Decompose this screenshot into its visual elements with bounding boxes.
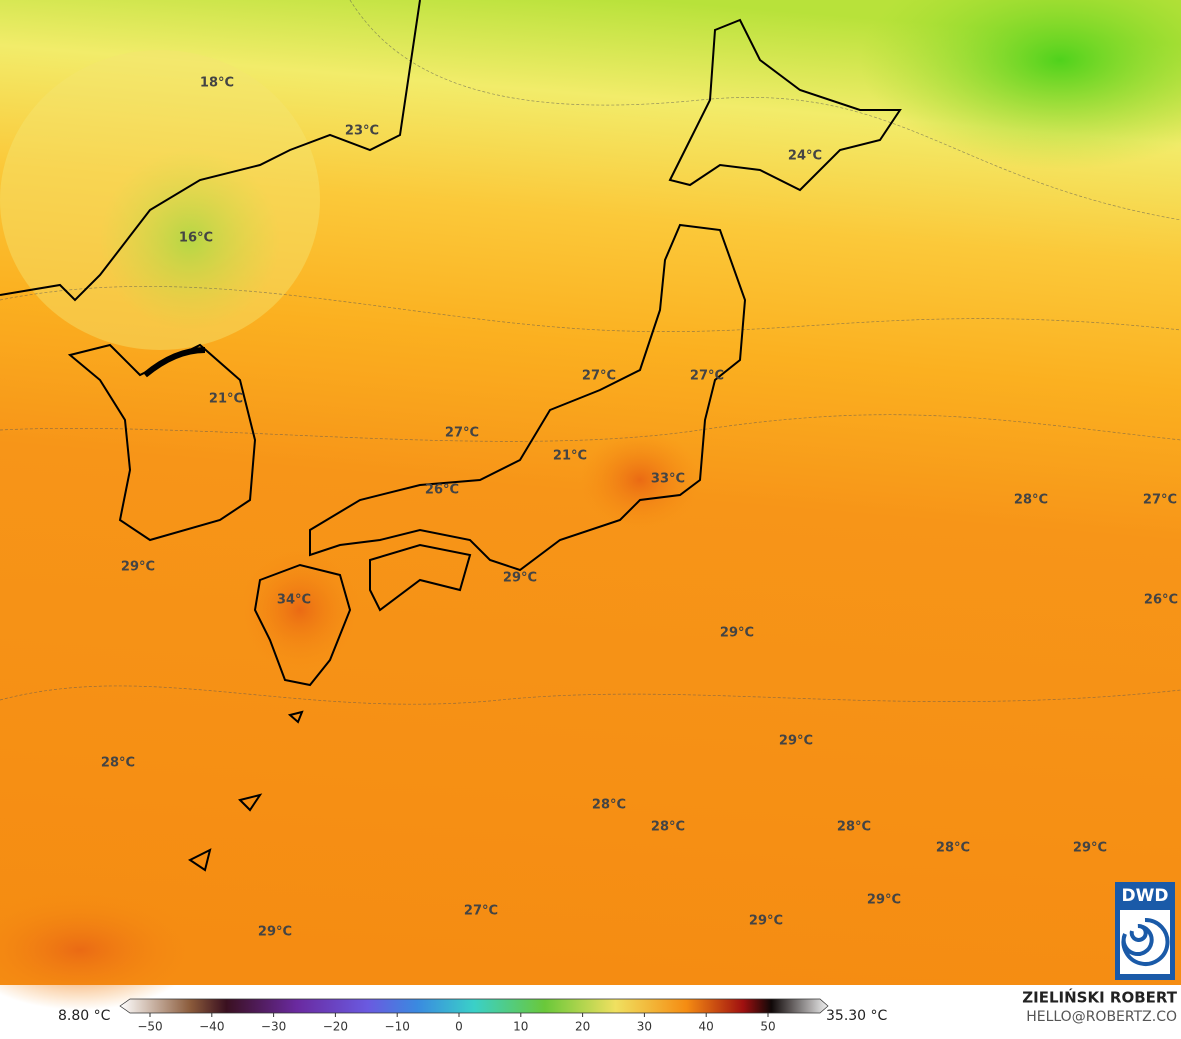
colorbar: 8.80 °C 35.30 °C −50 −40 −30 −20 −10 0 10 20 30 4… bbox=[58, 998, 888, 1034]
temperature-label: 23°C bbox=[345, 124, 379, 139]
temperature-label: 16°C bbox=[179, 231, 213, 246]
colorbar-tick-label: −30 bbox=[261, 1020, 286, 1034]
temperature-label: 29°C bbox=[720, 626, 754, 641]
temperature-label: 28°C bbox=[936, 841, 970, 856]
temperature-label: 26°C bbox=[425, 483, 459, 498]
temperature-label: 29°C bbox=[121, 560, 155, 575]
isotherm bbox=[0, 286, 1181, 332]
temperature-label: 24°C bbox=[788, 149, 822, 164]
temperature-label: 28°C bbox=[101, 756, 135, 771]
colorbar-tick-label: −20 bbox=[323, 1020, 348, 1034]
colorbar-tick-label: 30 bbox=[637, 1020, 652, 1034]
dwd-logo: DWD bbox=[1115, 882, 1175, 980]
temperature-label: 34°C bbox=[277, 593, 311, 608]
temperature-label: 18°C bbox=[200, 76, 234, 91]
coastline bbox=[309, 223, 747, 572]
temperature-label: 33°C bbox=[651, 472, 685, 487]
colorbar-max: 35.30 °C bbox=[826, 1008, 888, 1024]
temperature-label: 29°C bbox=[779, 734, 813, 749]
coastline bbox=[668, 18, 902, 192]
colorbar-tick-label: −40 bbox=[199, 1020, 224, 1034]
river bbox=[143, 347, 206, 378]
colorbar-tick-label: 40 bbox=[699, 1020, 714, 1034]
temperature-label: 21°C bbox=[553, 449, 587, 464]
logo-swirl bbox=[1121, 917, 1170, 966]
colorbar-tick-label: −50 bbox=[137, 1020, 162, 1034]
colorbar-tick-label: 10 bbox=[513, 1020, 528, 1034]
temperature-label: 26°C bbox=[1144, 593, 1178, 608]
temperature-labels: 18°C 23°C 16°C 24°C 27°C 27°C 21°C 27°C 21°C 33°C… bbox=[101, 76, 1178, 940]
colorbar-tick-label: 50 bbox=[760, 1020, 775, 1034]
isotherm bbox=[349, 0, 1181, 221]
isotherm bbox=[0, 414, 1181, 442]
credit-name: ZIELIŃSKI ROBERT bbox=[1022, 988, 1177, 1007]
isotherm bbox=[0, 685, 1181, 705]
temperature-label: 29°C bbox=[1073, 841, 1107, 856]
temperature-label: 28°C bbox=[651, 820, 685, 835]
cool-area bbox=[0, 50, 320, 350]
colorbar-tick-label: 0 bbox=[455, 1020, 463, 1034]
colorbar-tick-label: 20 bbox=[575, 1020, 590, 1034]
coastline bbox=[188, 710, 304, 872]
temperature-label: 27°C bbox=[464, 904, 498, 919]
cool-area bbox=[100, 150, 280, 330]
temperature-label: 29°C bbox=[867, 893, 901, 908]
logo-text: DWD bbox=[1122, 886, 1169, 906]
credit-contact: HELLO@ROBERTZ.CO bbox=[1026, 1009, 1177, 1025]
temperature-label: 27°C bbox=[1143, 493, 1177, 508]
temperature-label: 27°C bbox=[690, 369, 724, 384]
temperature-label: 28°C bbox=[1014, 493, 1048, 508]
temperature-label: 29°C bbox=[258, 925, 292, 940]
coastline bbox=[253, 563, 352, 687]
cool-area bbox=[860, 0, 1181, 170]
temperature-label: 27°C bbox=[445, 426, 479, 441]
temperature-label: 28°C bbox=[837, 820, 871, 835]
temperature-label: 21°C bbox=[209, 392, 243, 407]
colorbar-min: 8.80 °C bbox=[58, 1008, 111, 1024]
temperature-label: 29°C bbox=[749, 914, 783, 929]
hot-area bbox=[240, 550, 360, 670]
temperature-label: 29°C bbox=[503, 571, 537, 586]
coastline bbox=[369, 543, 472, 612]
hot-area bbox=[580, 430, 700, 530]
colorbar-tick-label: −10 bbox=[385, 1020, 410, 1034]
temperature-label: 28°C bbox=[592, 798, 626, 813]
hot-area bbox=[0, 890, 200, 1010]
colorbar-ticks: −50 −40 −30 −20 −10 0 10 20 30 40 50 bbox=[137, 1013, 776, 1034]
coastline bbox=[0, 0, 421, 302]
temperature-label: 27°C bbox=[582, 369, 616, 384]
colorbar-bar bbox=[119, 998, 829, 1014]
map bbox=[0, 0, 1181, 1010]
